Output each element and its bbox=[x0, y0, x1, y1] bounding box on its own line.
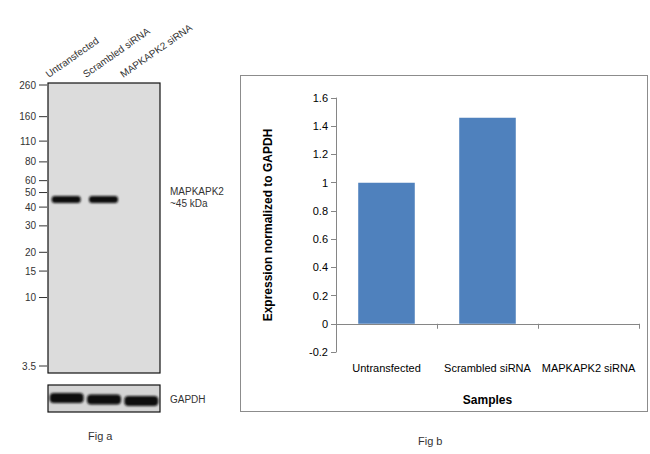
svg-text:MAPKAPK2 siRNA: MAPKAPK2 siRNA bbox=[118, 22, 194, 80]
svg-text:MAPKAPK2 siRNA: MAPKAPK2 siRNA bbox=[542, 362, 636, 374]
svg-text:0.4: 0.4 bbox=[313, 261, 328, 273]
svg-text:0.6: 0.6 bbox=[313, 233, 328, 245]
svg-text:80: 80 bbox=[25, 156, 37, 167]
svg-text:Expression normalized to GAPDH: Expression normalized to GAPDH bbox=[261, 129, 275, 322]
svg-text:10: 10 bbox=[25, 292, 37, 303]
svg-text:Scrambled siRNA: Scrambled siRNA bbox=[444, 362, 531, 374]
svg-text:Scrambled siRNA: Scrambled siRNA bbox=[81, 25, 152, 79]
svg-text:0.8: 0.8 bbox=[313, 205, 328, 217]
html-text:Fig b: Fig b bbox=[418, 435, 443, 447]
svg-text:1.2: 1.2 bbox=[313, 148, 328, 160]
svg-text:50: 50 bbox=[25, 187, 37, 198]
svg-text:260: 260 bbox=[19, 80, 36, 91]
svg-text:0.2: 0.2 bbox=[313, 290, 328, 302]
svg-text:Untransfected: Untransfected bbox=[43, 34, 101, 80]
svg-text:Samples: Samples bbox=[463, 393, 513, 407]
svg-text:1.4: 1.4 bbox=[313, 120, 328, 132]
svg-text:40: 40 bbox=[25, 202, 37, 213]
svg-text:0: 0 bbox=[322, 318, 328, 330]
svg-text:60: 60 bbox=[25, 175, 37, 186]
svg-text:1.6: 1.6 bbox=[313, 92, 328, 104]
svg-text:GAPDH: GAPDH bbox=[170, 394, 206, 405]
svg-text:15: 15 bbox=[25, 266, 37, 277]
svg-text:3.5: 3.5 bbox=[22, 361, 36, 372]
svg-text:20: 20 bbox=[25, 247, 37, 258]
svg-text:1: 1 bbox=[322, 177, 328, 189]
svg-text:-0.2: -0.2 bbox=[309, 346, 328, 358]
svg-text:160: 160 bbox=[19, 111, 36, 122]
svg-text:~45 kDa: ~45 kDa bbox=[170, 198, 208, 209]
svg-text:MAPKAPK2: MAPKAPK2 bbox=[170, 186, 224, 197]
svg-text:110: 110 bbox=[20, 136, 36, 147]
svg-text:Untransfected: Untransfected bbox=[352, 362, 420, 374]
html-text:Fig a: Fig a bbox=[88, 430, 113, 442]
svg-text:30: 30 bbox=[25, 220, 37, 231]
